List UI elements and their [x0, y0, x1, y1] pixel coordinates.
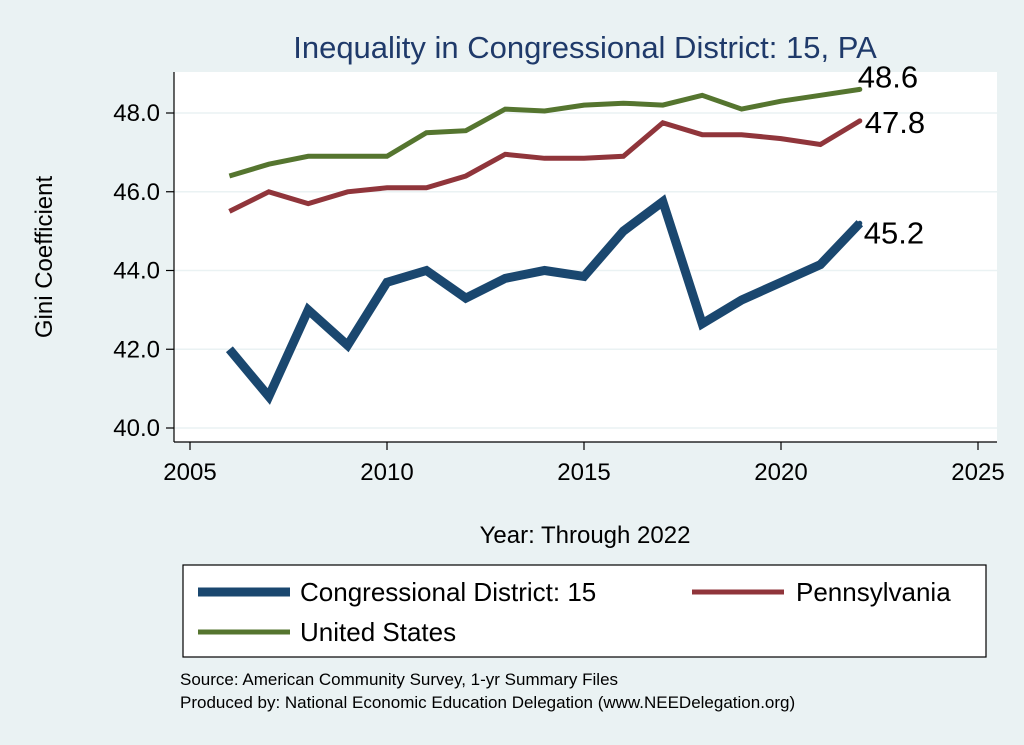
x-tick-label-4: 2025: [951, 459, 1004, 486]
end-label-pennsylvania: 47.8: [865, 105, 925, 140]
series-endpoint-pennsylvania: [857, 118, 863, 124]
y-tick-label-0: 40.0: [113, 415, 160, 442]
y-tick-label-1: 42.0: [113, 336, 160, 363]
series-endpoint-united-states: [857, 86, 863, 92]
series-line-united-states: [228, 86, 861, 179]
x-tick-label-0: 2005: [163, 459, 216, 486]
end-labels: 45.2 47.8 48.6: [858, 59, 925, 250]
series-line-district: [225, 194, 864, 405]
end-label-united-states: 48.6: [858, 59, 918, 94]
legend-label-united-states: United States: [300, 617, 456, 647]
chart-title: Inequality in Congressional District: 15…: [293, 30, 877, 65]
plot-area: [174, 72, 997, 442]
x-tick-label-3: 2020: [754, 459, 807, 486]
x-tick-label-2: 2015: [557, 459, 610, 486]
series-line-pennsylvania: [228, 118, 862, 214]
series-endpoint-district: [857, 220, 863, 226]
y-tick-label-2: 44.0: [113, 258, 160, 285]
x-axis-title: Year: Through 2022: [480, 522, 691, 549]
y-tick-label-3: 46.0: [113, 179, 160, 206]
source-note: Source: American Community Survey, 1-yr …: [180, 670, 618, 689]
y-axis-title: Gini Coefficient: [31, 176, 58, 339]
end-label-district: 45.2: [864, 215, 924, 250]
legend-label-pennsylvania: Pennsylvania: [796, 577, 951, 607]
producer-note: Produced by: National Economic Education…: [180, 693, 795, 712]
x-tick-label-1: 2010: [360, 459, 413, 486]
y-tick-label-4: 48.0: [113, 100, 160, 127]
legend-label-district: Congressional District: 15: [300, 577, 596, 607]
series-lines: [225, 86, 864, 405]
legend-box: [182, 564, 987, 658]
y-axis-ticks: 40.0 42.0 44.0 46.0 48.0: [113, 100, 174, 442]
x-axis-ticks: 2005 2010 2015 2020 2025: [163, 442, 1005, 486]
